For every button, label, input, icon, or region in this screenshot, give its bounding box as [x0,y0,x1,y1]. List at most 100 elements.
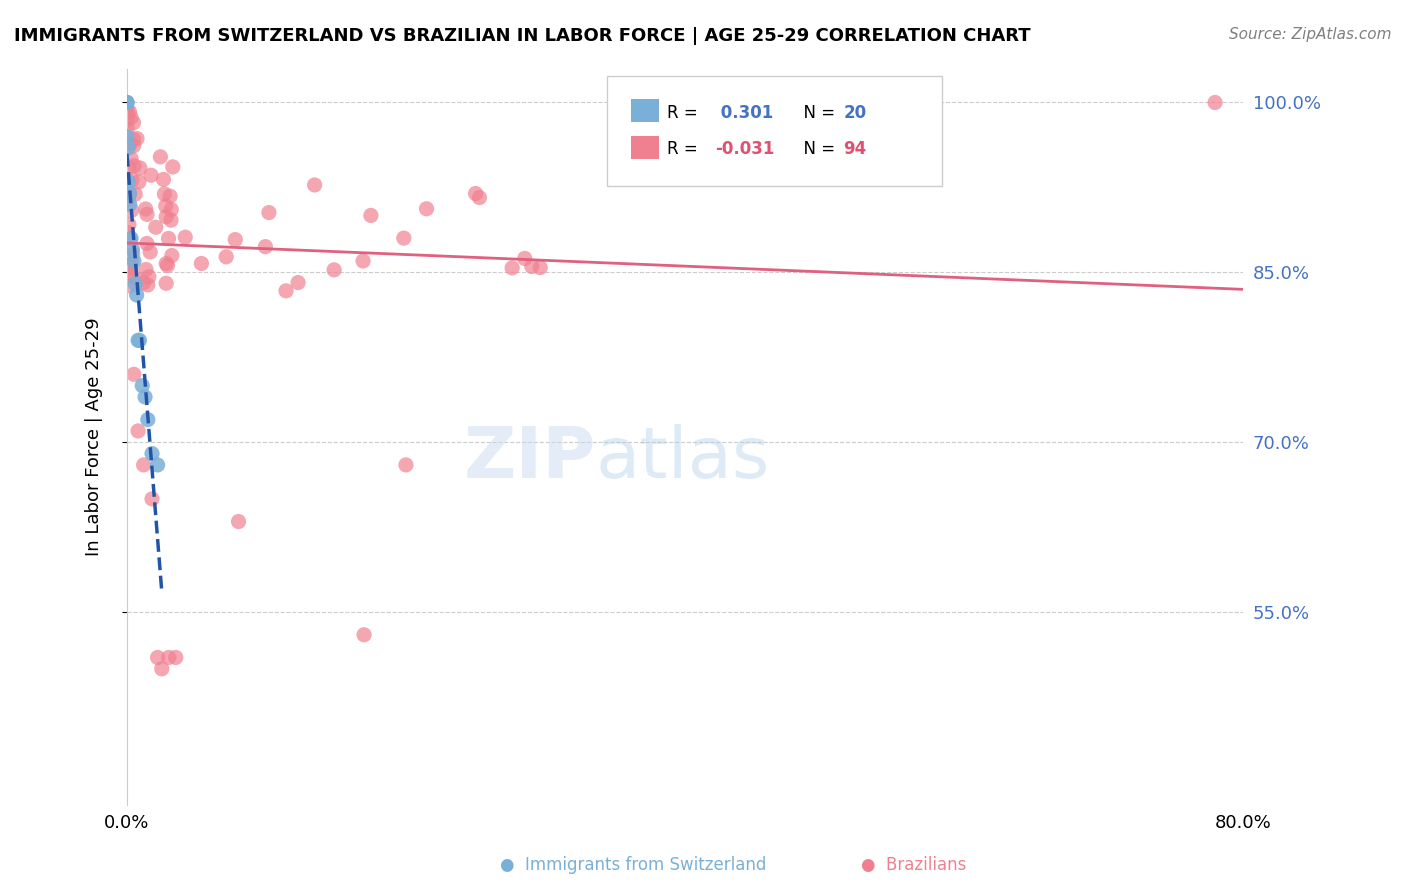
Point [122,132,145,146]
Point [160,202,183,217]
Point [127,424,149,438]
Point [254,240,277,254]
Point [117,252,139,267]
Point [131,378,153,392]
Point [159,189,181,203]
Point [121,247,143,261]
Point [121,173,143,187]
Text: IMMIGRANTS FROM SWITZERLAND VS BRAZILIAN IN LABOR FORCE | AGE 25-29 CORRELATION : IMMIGRANTS FROM SWITZERLAND VS BRAZILIAN… [14,27,1031,45]
Point [501,260,523,275]
Point [160,213,183,227]
Point [128,161,150,175]
Point [118,161,141,175]
Point [160,248,183,262]
Text: 20: 20 [844,103,866,121]
Point [121,203,143,218]
Text: R =: R = [666,141,703,159]
Text: N =: N = [793,103,841,121]
Point [120,279,142,293]
Point [468,190,491,204]
Point [1204,95,1226,110]
Point [122,368,145,382]
Point [115,95,138,110]
Point [115,95,138,110]
Point [128,175,150,189]
Point [138,269,160,284]
Point [117,141,139,155]
Point [155,277,177,291]
Text: ●  Brazilians: ● Brazilians [862,856,966,874]
Point [395,458,418,472]
Text: atlas: atlas [596,425,770,493]
Point [117,175,139,189]
Point [118,186,141,200]
Text: ●  Immigrants from Switzerland: ● Immigrants from Switzerland [499,856,766,874]
Point [125,288,148,302]
Point [257,205,280,219]
Point [352,254,374,268]
Point [155,256,177,270]
Point [128,334,150,348]
Point [117,250,139,264]
Point [115,226,138,240]
Point [134,390,156,404]
Point [121,243,143,257]
Point [529,260,551,275]
Text: Source: ZipAtlas.com: Source: ZipAtlas.com [1229,27,1392,42]
Point [141,447,163,461]
Point [120,152,142,166]
Point [141,491,163,506]
Point [135,262,157,277]
Point [122,159,145,173]
Point [157,650,180,665]
Point [513,252,536,266]
Point [120,261,142,276]
Point [139,168,162,182]
Point [153,186,176,201]
Point [156,259,179,273]
Point [124,187,146,202]
Text: -0.031: -0.031 [716,141,775,159]
Point [115,129,138,144]
Y-axis label: In Labor Force | Age 25-29: In Labor Force | Age 25-29 [86,318,103,556]
Point [120,255,142,269]
Point [118,187,141,202]
Point [520,260,543,274]
Text: N =: N = [793,141,841,159]
Point [304,178,326,192]
Point [122,138,145,153]
Point [146,650,169,665]
Point [122,254,145,268]
Point [115,95,138,110]
Point [157,231,180,245]
Point [122,116,145,130]
Point [118,218,141,232]
Point [118,269,141,284]
FancyBboxPatch shape [607,76,942,186]
Point [190,256,212,270]
Point [120,252,142,267]
Point [117,193,139,207]
Point [117,189,139,203]
Point [155,210,177,224]
Point [162,160,184,174]
Point [139,245,162,260]
Point [117,121,139,136]
Text: ZIP: ZIP [464,425,596,493]
Point [353,628,375,642]
Point [127,334,149,348]
FancyBboxPatch shape [631,136,659,159]
Text: 94: 94 [844,141,866,159]
Point [118,197,141,211]
Point [392,231,415,245]
Point [149,150,172,164]
Point [120,231,142,245]
Point [132,276,155,290]
Point [120,111,142,125]
Point [124,277,146,291]
Point [174,230,197,244]
Point [117,258,139,272]
Point [224,233,246,247]
Point [287,276,309,290]
Point [155,199,177,213]
